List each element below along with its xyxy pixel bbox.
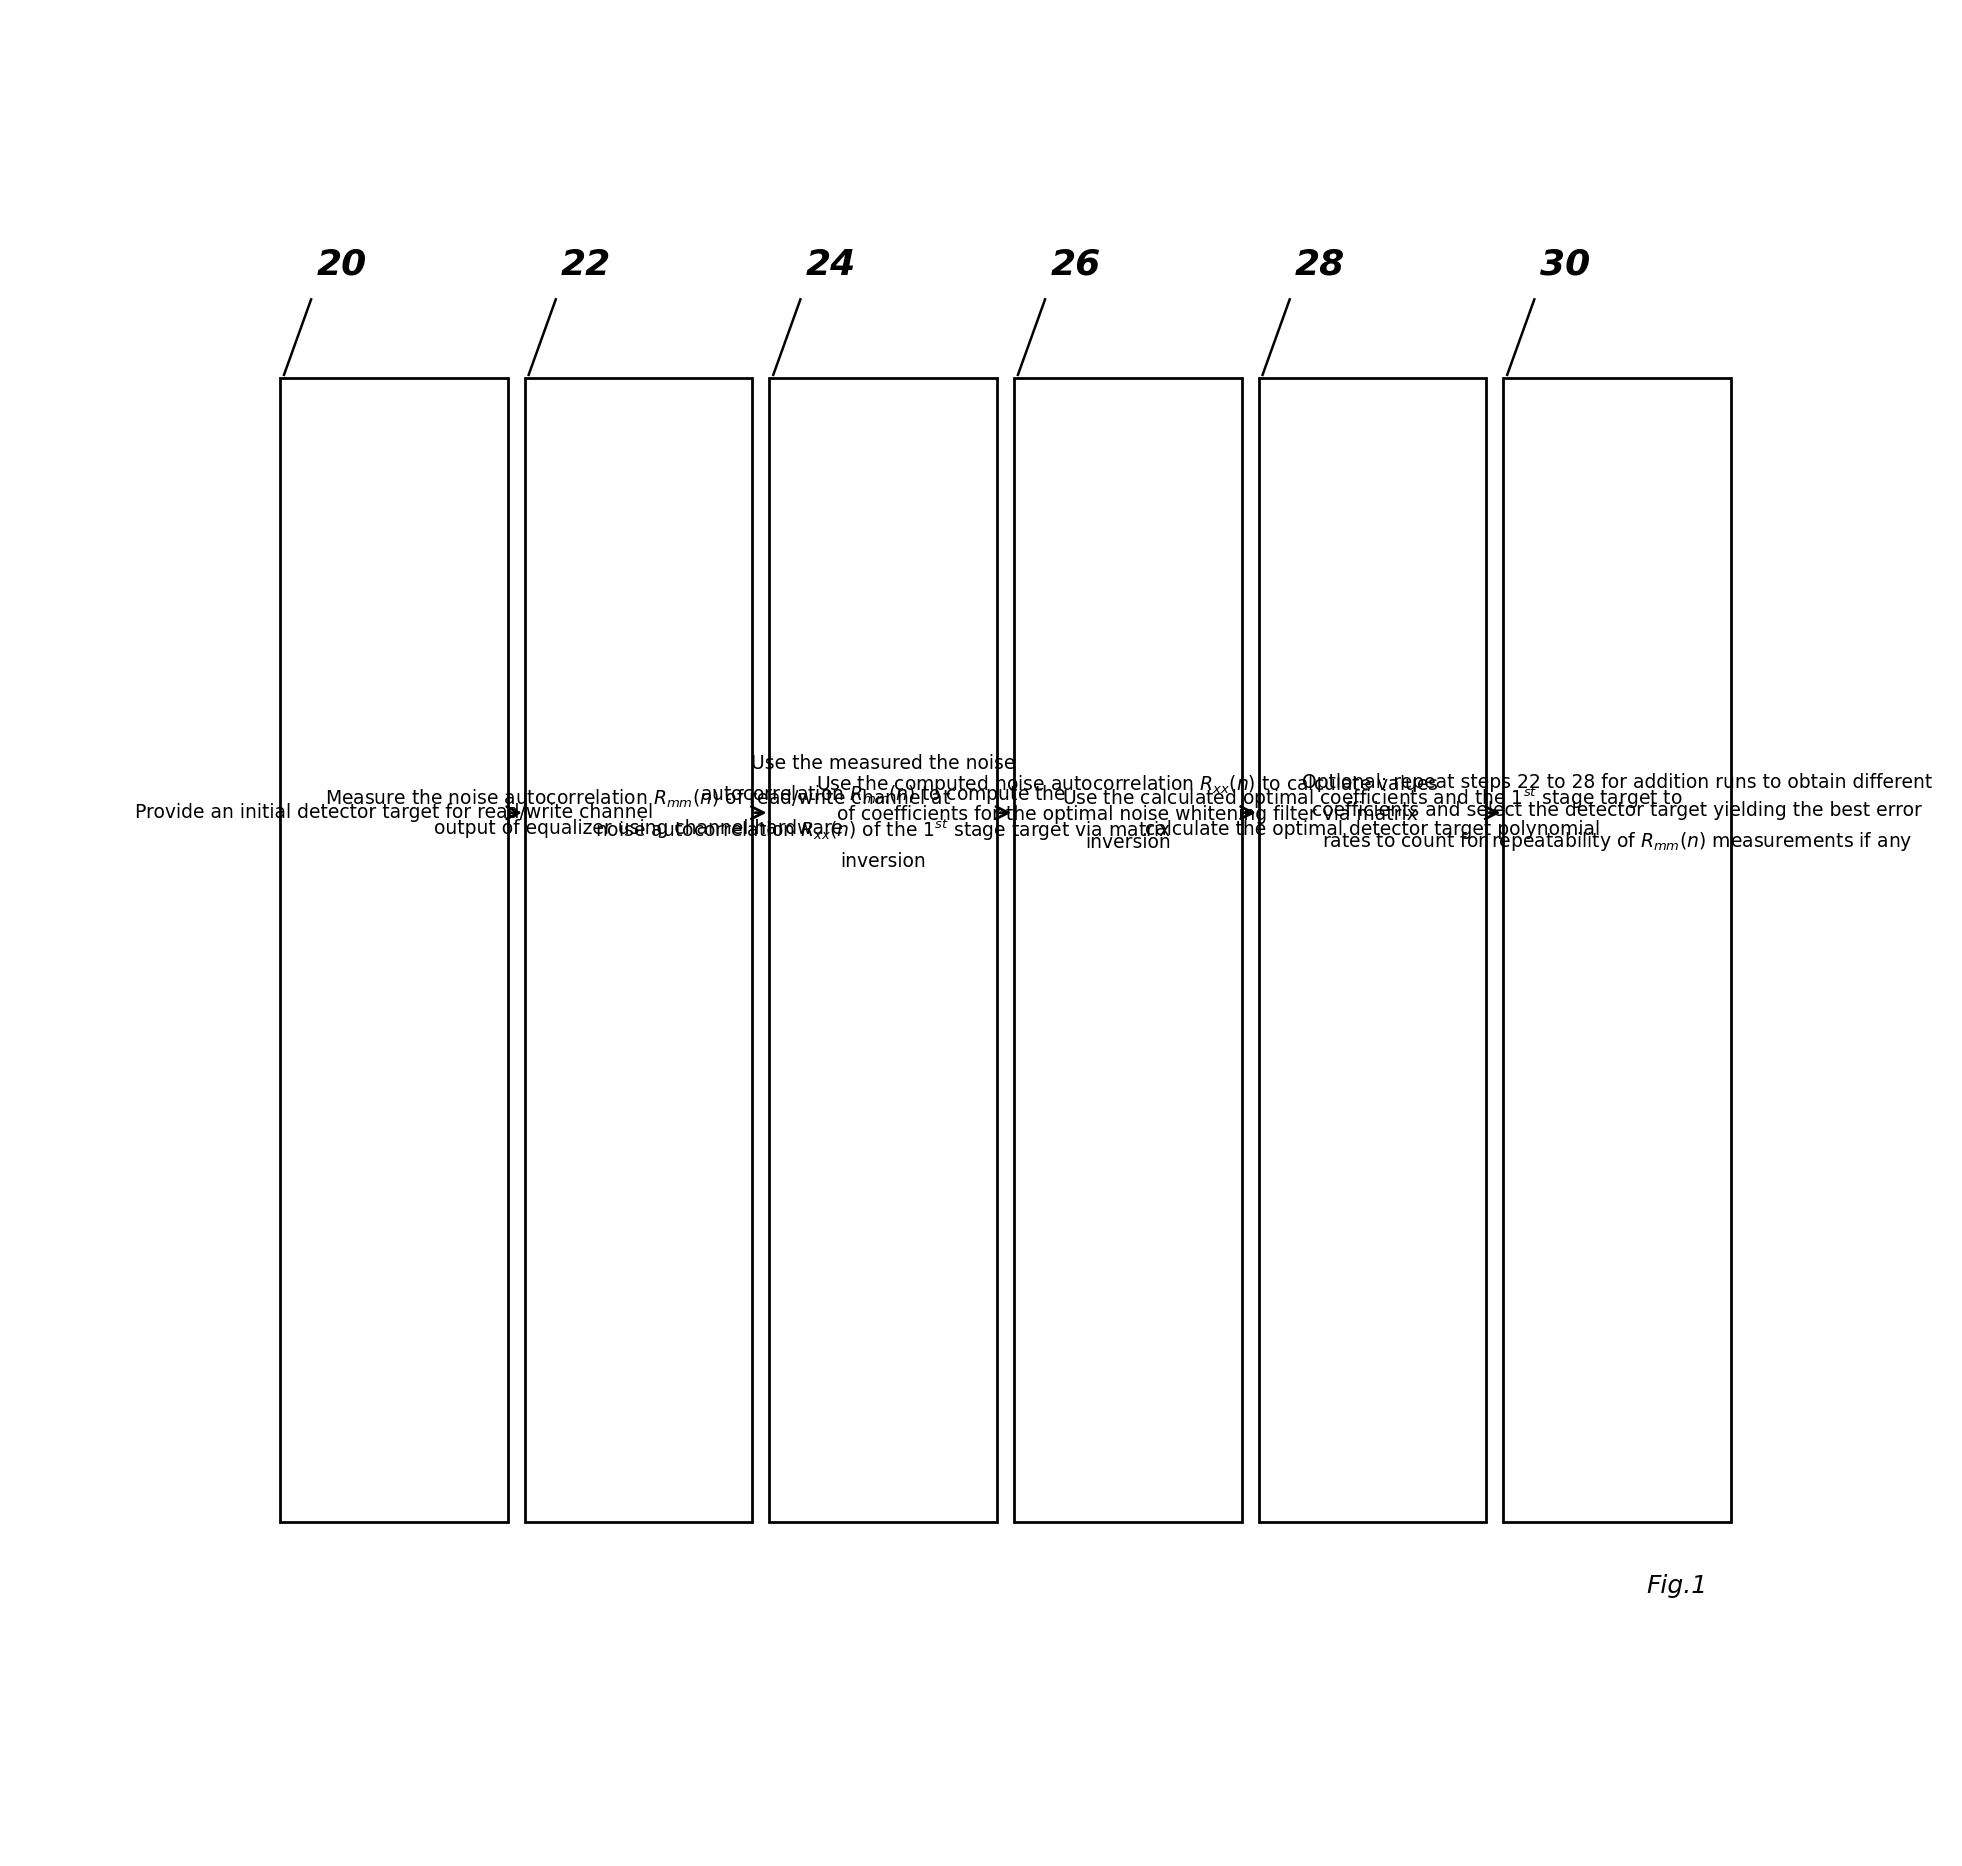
Text: 30: 30 xyxy=(1540,248,1589,282)
Bar xyxy=(1503,379,1730,1523)
Text: 28: 28 xyxy=(1295,248,1346,282)
Text: Use the measured the noise
autocorrelation $R_{mm}(n)$ to compute the
noise auto: Use the measured the noise autocorrelati… xyxy=(594,754,1171,871)
Text: 20: 20 xyxy=(316,248,367,282)
Text: 22: 22 xyxy=(561,248,612,282)
Text: Use the computed noise autocorrelation $R_{xx}(n)$ to calculate values
of coeffi: Use the computed noise autocorrelation $… xyxy=(816,773,1440,853)
Text: Measure the noise autocorrelation $R_{mm}(n)$ of read/write channel at
output of: Measure the noise autocorrelation $R_{mm… xyxy=(326,787,952,838)
Text: Use the calculated optimal coefficients and the 1$^{st}$ stage target to
calcula: Use the calculated optimal coefficients … xyxy=(1061,786,1683,840)
Bar xyxy=(1260,379,1487,1523)
Bar xyxy=(769,379,997,1523)
Bar xyxy=(524,379,751,1523)
Text: 26: 26 xyxy=(1050,248,1101,282)
Text: 24: 24 xyxy=(806,248,855,282)
Text: Provide an initial detector target for read/write channel: Provide an initial detector target for r… xyxy=(135,802,653,823)
Bar xyxy=(1014,379,1242,1523)
Bar xyxy=(281,379,508,1523)
Text: Fig.1: Fig.1 xyxy=(1646,1575,1707,1599)
Text: Optional: repeat steps 22 to 28 for addition runs to obtain different
coefficien: Optional: repeat steps 22 to 28 for addi… xyxy=(1303,773,1933,853)
